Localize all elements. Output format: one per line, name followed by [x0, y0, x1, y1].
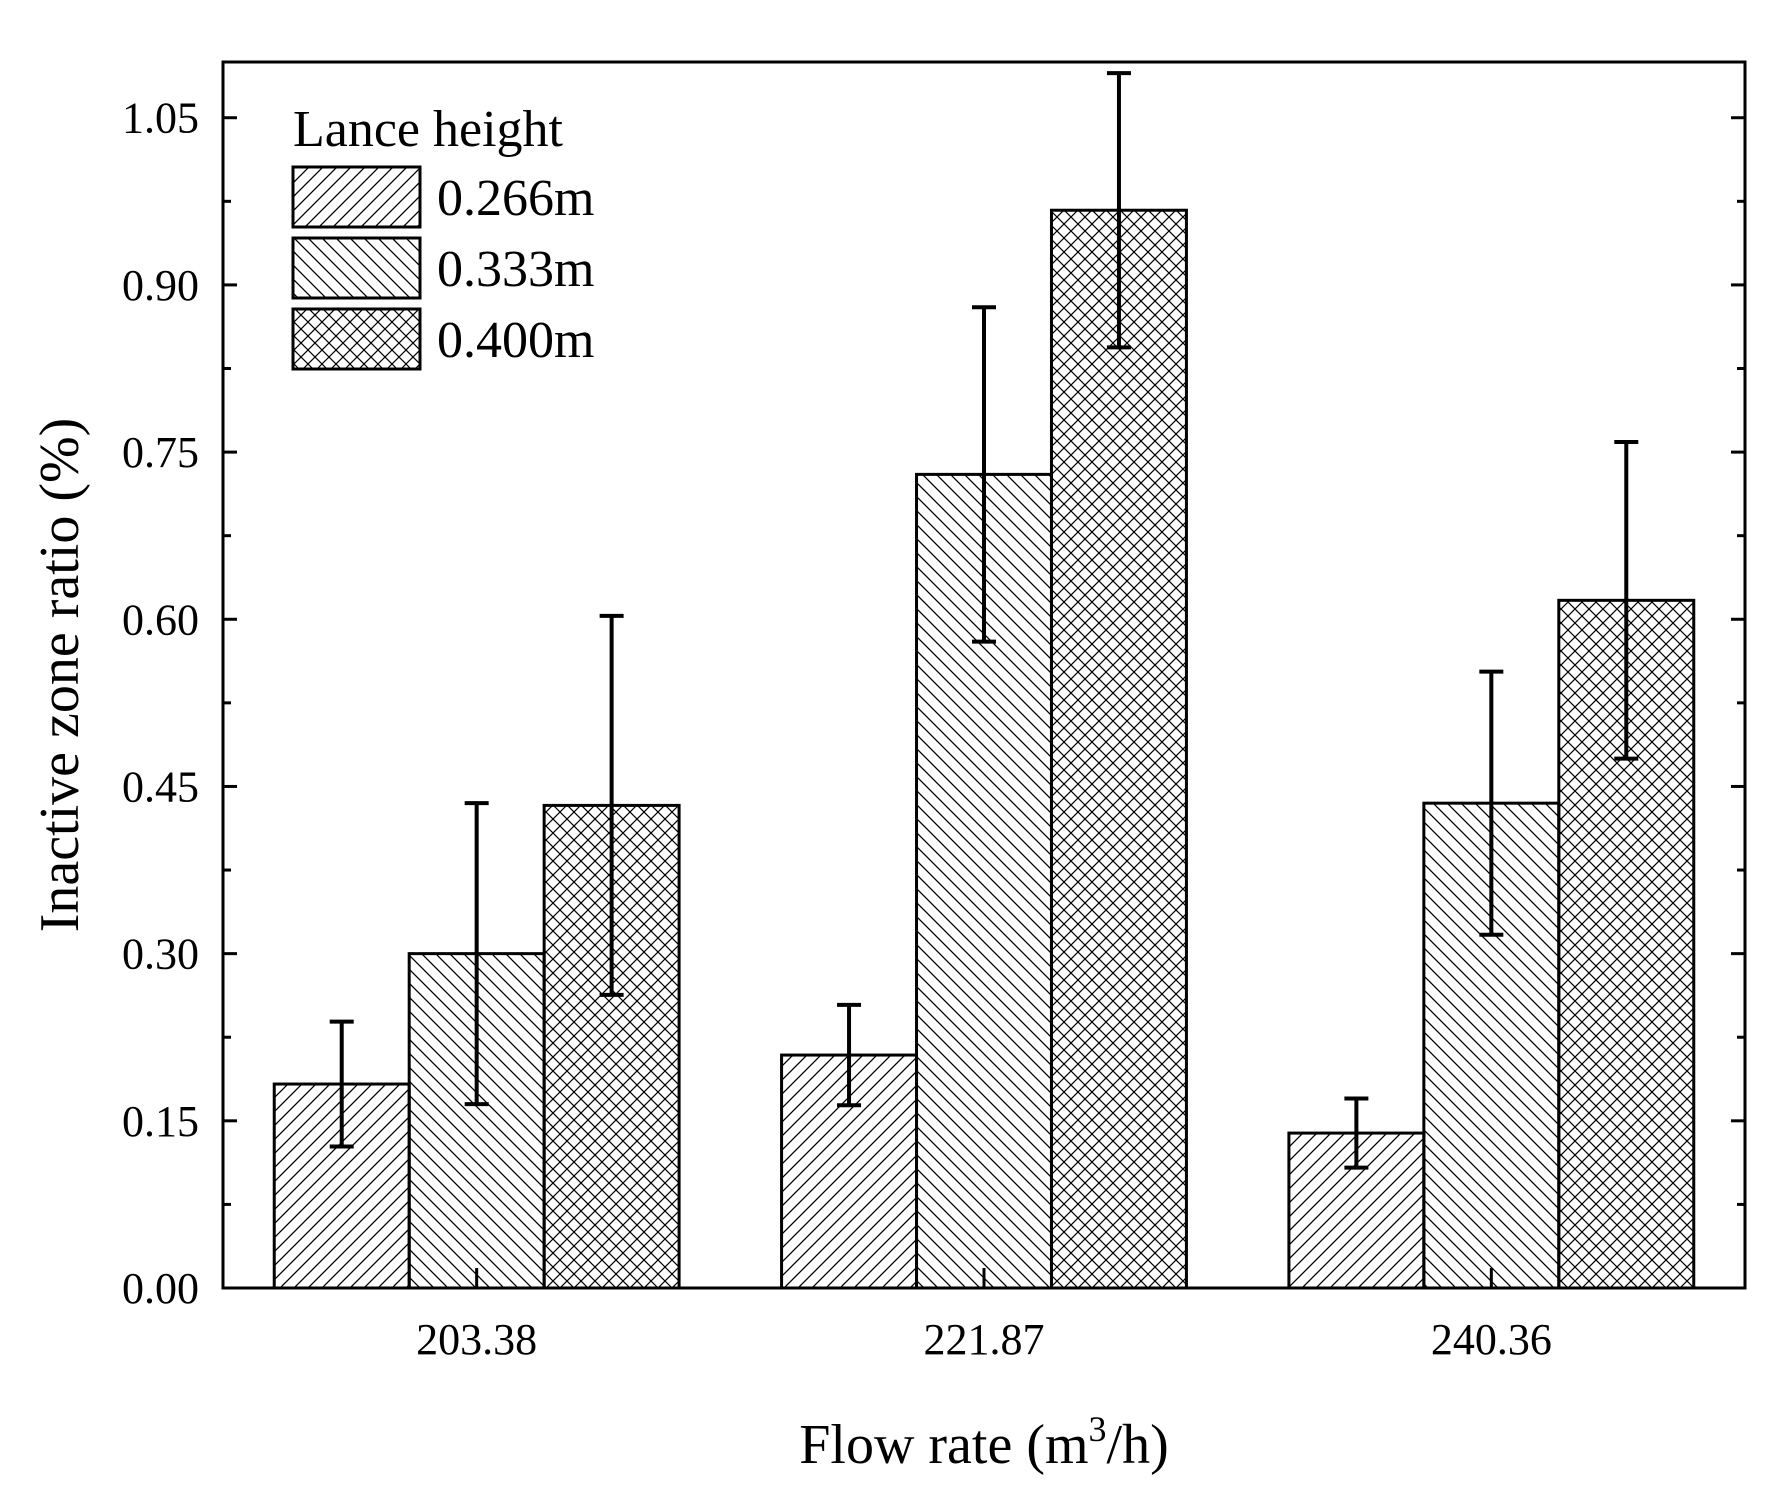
x-axis-title: Flow rate (m3/h) — [799, 1409, 1169, 1476]
y-tick-label: 1.05 — [122, 94, 199, 143]
legend-title: Lance height — [293, 101, 564, 158]
x-axis-title-main: Flow rate (m — [799, 1414, 1088, 1476]
y-tick-label: 0.90 — [122, 261, 199, 310]
y-tick-label: 0.00 — [122, 1264, 199, 1313]
x-axis-title-end: /h) — [1107, 1414, 1169, 1476]
legend-swatch — [291, 236, 422, 300]
y-tick-label: 0.30 — [122, 930, 199, 979]
x-tick-label: 203.38 — [416, 1315, 537, 1364]
x-tick-label: 221.87 — [924, 1315, 1045, 1364]
bars-group — [272, 208, 1696, 1290]
x-axis-title-superscript: 3 — [1089, 1409, 1107, 1449]
y-tick-label: 0.60 — [122, 595, 199, 644]
legend-label: 0.400m — [437, 312, 594, 369]
legend-label: 0.333m — [437, 241, 594, 298]
y-tick-label: 0.45 — [122, 762, 199, 811]
y-tick-label: 0.15 — [122, 1097, 199, 1146]
error-bars-group — [329, 71, 1639, 1170]
legend: Lance height 0.266m 0.333m 0.400m — [291, 101, 594, 371]
legend-swatch — [291, 165, 422, 229]
y-tick-label: 0.75 — [122, 428, 199, 477]
bar — [1049, 208, 1188, 1290]
legend-swatch — [291, 307, 422, 371]
x-axis: 203.38 221.87 240.36 — [416, 1268, 1552, 1364]
y-axis-title: Inactive zone ratio (%) — [29, 418, 91, 933]
y-axis: 0.00 0.15 0.30 0.45 0.60 0.75 0.90 1.05 — [122, 94, 1745, 1313]
x-tick-label: 240.36 — [1431, 1315, 1552, 1364]
legend-label: 0.266m — [437, 170, 594, 227]
